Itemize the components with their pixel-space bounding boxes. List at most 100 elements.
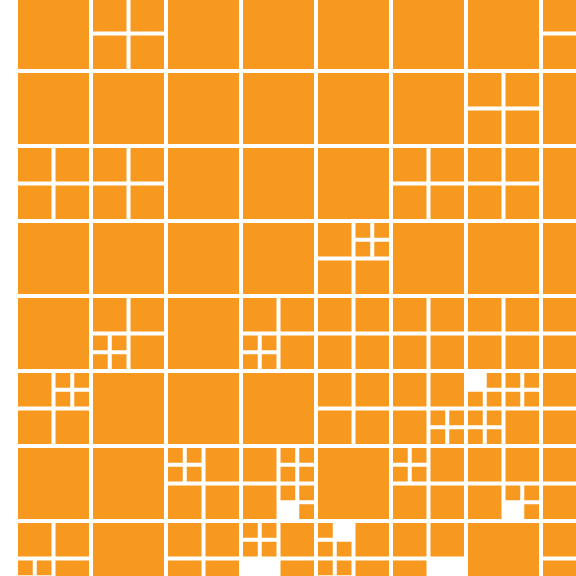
mosaic-tile bbox=[318, 448, 389, 519]
mosaic-tiles bbox=[18, 0, 576, 576]
mosaic-tile bbox=[318, 410, 352, 444]
mosaic-tile bbox=[355, 241, 371, 257]
mosaic-tile bbox=[299, 466, 314, 482]
mosaic-tile bbox=[318, 0, 389, 69]
mosaic-tile bbox=[393, 560, 427, 576]
mosaic-tile bbox=[186, 466, 202, 482]
mosaic-tile bbox=[524, 504, 539, 519]
mosaic-tile bbox=[130, 35, 164, 69]
mosaic-tile bbox=[186, 448, 202, 463]
mosaic-tile bbox=[168, 466, 183, 482]
mosaic-tile bbox=[130, 148, 164, 182]
mosaic-tile bbox=[505, 373, 521, 388]
mosaic-tile bbox=[280, 448, 296, 463]
mosaic-tile bbox=[468, 335, 502, 369]
mosaic-tile bbox=[55, 410, 89, 444]
mosaic-tile bbox=[36, 560, 52, 576]
mosaic-tile bbox=[543, 485, 576, 519]
mosaic-tile bbox=[93, 335, 108, 351]
mosaic-tile bbox=[93, 185, 127, 219]
mosaic-tile bbox=[111, 335, 127, 351]
mosaic-tile bbox=[168, 0, 239, 69]
mosaic-tile bbox=[18, 73, 89, 144]
mosaic-tile bbox=[55, 391, 71, 407]
mosaic-tile bbox=[243, 148, 314, 219]
mosaic-tile bbox=[468, 429, 483, 444]
mosaic-tile bbox=[543, 148, 576, 219]
mosaic-tile bbox=[505, 485, 521, 501]
mosaic-tile bbox=[261, 335, 277, 351]
mosaic-tile bbox=[243, 373, 314, 444]
mosaic-tile bbox=[318, 523, 333, 538]
mosaic-tile bbox=[93, 35, 127, 69]
mosaic-tile bbox=[243, 73, 314, 144]
mosaic-tile bbox=[205, 560, 239, 576]
mosaic-tile bbox=[336, 560, 352, 576]
mosaic-tile bbox=[430, 373, 464, 407]
mosaic-tile bbox=[543, 73, 576, 144]
mosaic-tile bbox=[243, 485, 277, 519]
mosaic-tile bbox=[393, 0, 464, 69]
mosaic-tile bbox=[430, 335, 464, 369]
mosaic-tile bbox=[93, 73, 164, 144]
mosaic-tile bbox=[261, 523, 277, 538]
mosaic-tile bbox=[468, 0, 539, 69]
mosaic-tile bbox=[243, 298, 277, 332]
mosaic-tile bbox=[543, 35, 576, 69]
mosaic-tile bbox=[524, 391, 539, 407]
mosaic-tile bbox=[168, 373, 239, 444]
mosaic-tile bbox=[318, 223, 352, 257]
mosaic-tile bbox=[168, 448, 183, 463]
mosaic-tile bbox=[243, 0, 314, 69]
mosaic-tile bbox=[318, 260, 352, 294]
mosaic-tile bbox=[468, 485, 502, 519]
mosaic-tile bbox=[486, 391, 502, 407]
mosaic-tile bbox=[393, 523, 427, 557]
mosaic-tile bbox=[393, 485, 427, 519]
mosaic-tile bbox=[243, 541, 258, 557]
mosaic-tile bbox=[18, 185, 52, 219]
mosaic-tile bbox=[55, 523, 89, 557]
mosaic-tile bbox=[299, 448, 314, 463]
mosaic-tile bbox=[355, 335, 389, 369]
mosaic-tile bbox=[130, 0, 164, 32]
mosaic-tile bbox=[55, 373, 71, 388]
mosaic-tile bbox=[449, 410, 464, 426]
mosaic-tile bbox=[168, 523, 202, 557]
mosaic-tile bbox=[280, 485, 296, 501]
mosaic-tile bbox=[243, 335, 258, 351]
mosaic-tile bbox=[18, 223, 89, 294]
mosaic-tile bbox=[430, 429, 446, 444]
mosaic-tile bbox=[205, 448, 239, 482]
mosaic-tile bbox=[468, 110, 502, 144]
mosaic-tile bbox=[18, 410, 52, 444]
mosaic-tile bbox=[280, 560, 314, 576]
mosaic-tile bbox=[486, 429, 502, 444]
mosaic-tile bbox=[543, 298, 576, 332]
mosaic-tile bbox=[543, 335, 576, 369]
mosaic-tile bbox=[318, 298, 352, 332]
mosaic-tile bbox=[543, 373, 576, 407]
mosaic-tile bbox=[280, 466, 296, 482]
mosaic-tile bbox=[280, 523, 314, 557]
mosaic-tile bbox=[168, 560, 202, 576]
mosaic-tile bbox=[318, 373, 352, 407]
mosaic-tile bbox=[524, 373, 539, 388]
mosaic-tile bbox=[168, 73, 239, 144]
mosaic-tile bbox=[393, 410, 427, 444]
mosaic-tile bbox=[393, 466, 408, 482]
mosaic-tile bbox=[93, 298, 127, 332]
mosaic-tile bbox=[430, 148, 464, 182]
mosaic-tile bbox=[18, 373, 52, 407]
mosaic-tile bbox=[336, 541, 352, 557]
mosaic-tile bbox=[130, 298, 164, 332]
mosaic-tile bbox=[524, 485, 539, 501]
mosaic-tile bbox=[93, 448, 164, 519]
mosaic-tile bbox=[468, 523, 539, 576]
mosaic-tile bbox=[374, 241, 389, 257]
mosaic-tile bbox=[205, 485, 239, 519]
mosaic-tile bbox=[74, 391, 89, 407]
mosaic-tile bbox=[505, 73, 539, 107]
mosaic-tile bbox=[355, 523, 389, 557]
